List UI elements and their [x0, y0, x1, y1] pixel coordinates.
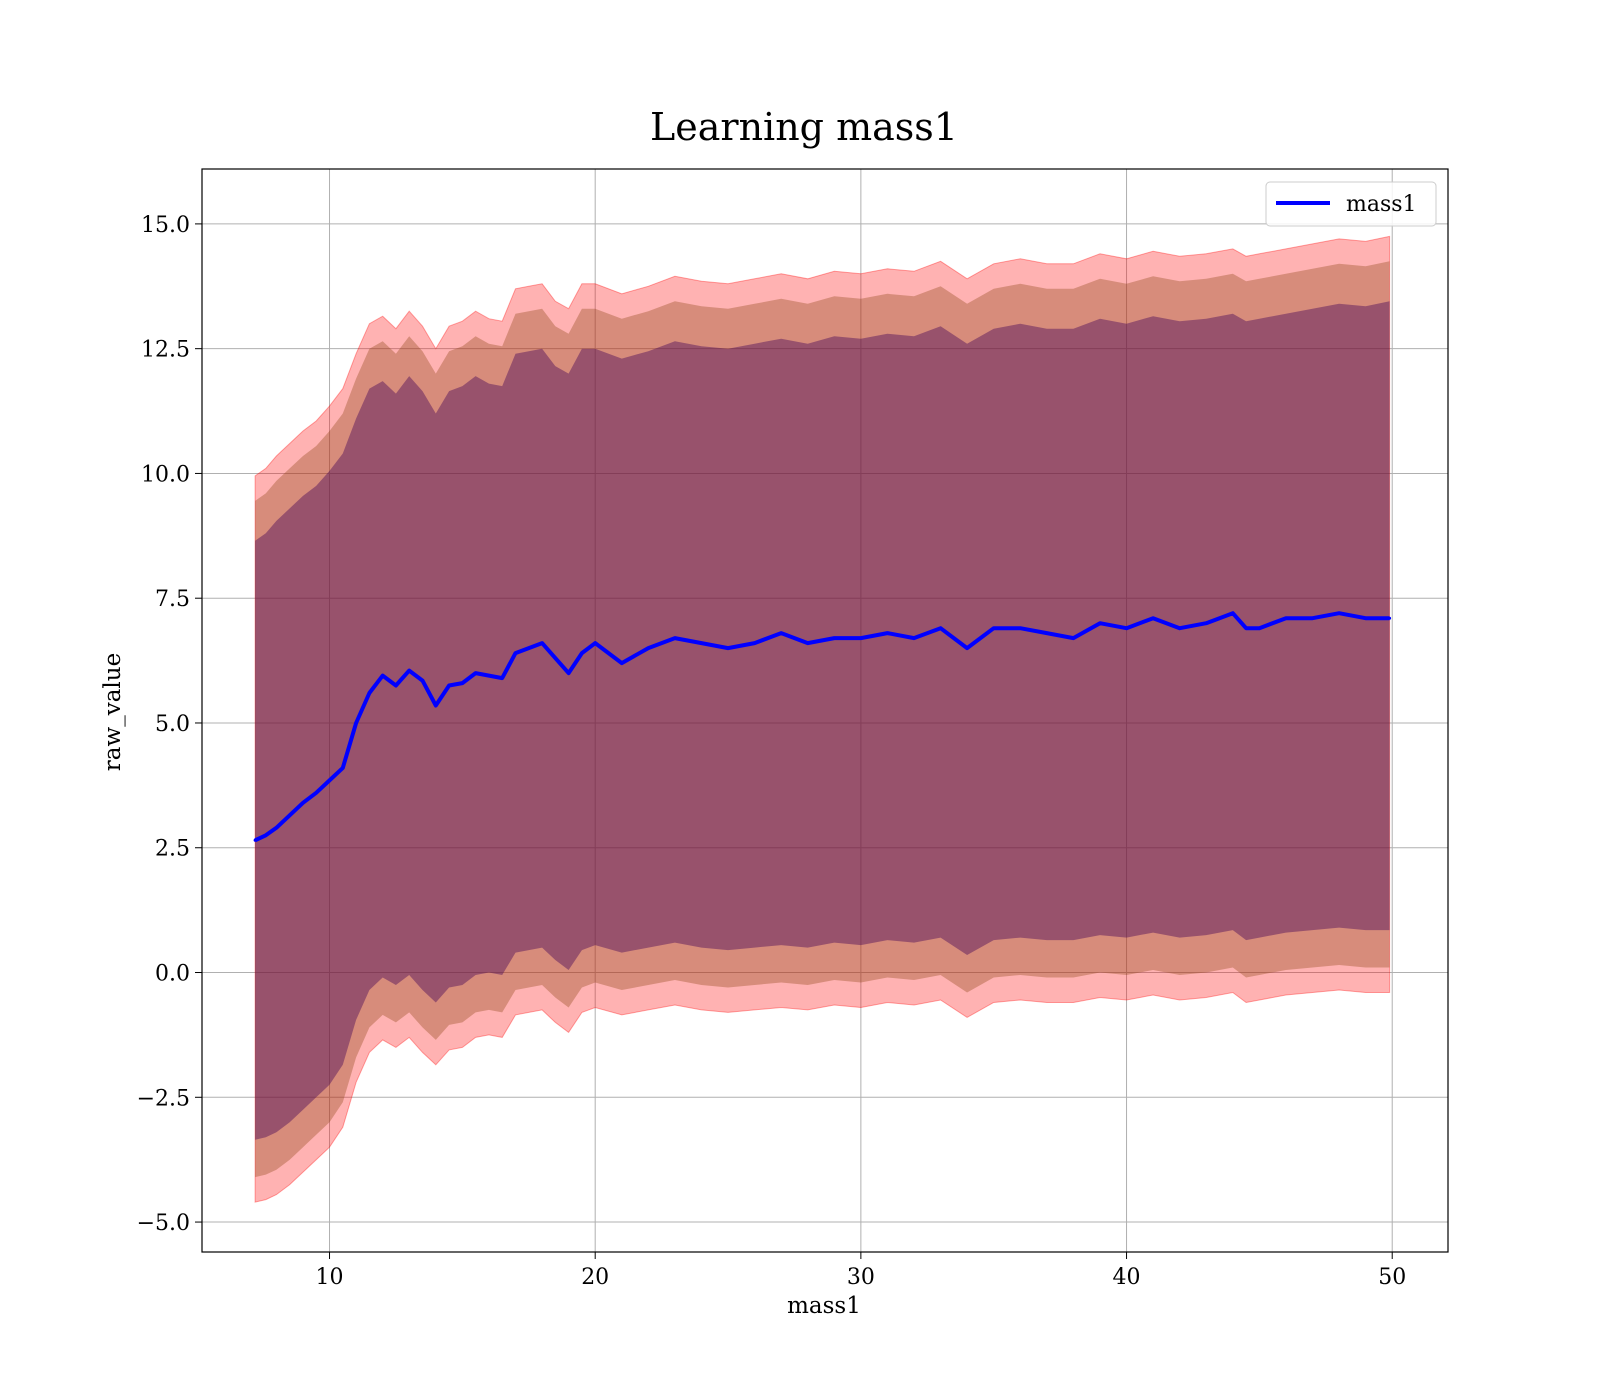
data-point: [567, 671, 571, 675]
data-point: [1045, 631, 1049, 635]
data-point: [253, 838, 257, 842]
data-point: [447, 684, 451, 687]
x-axis-label: mass1: [787, 1293, 861, 1319]
y-tick-label: 7.5: [155, 587, 190, 612]
data-point: [646, 646, 650, 650]
data-point: [394, 684, 398, 687]
band-outer: [254, 235, 1391, 1203]
band-inner: [255, 301, 1390, 1140]
data-point: [434, 704, 438, 707]
y-tick-label: 10.0: [141, 462, 190, 487]
data-point: [540, 641, 544, 645]
data-point: [421, 679, 424, 683]
x-tick-label: 50: [1378, 1265, 1406, 1290]
data-point: [1337, 611, 1341, 615]
x-tick-label: 30: [847, 1265, 875, 1290]
data-point: [700, 641, 703, 645]
data-point: [354, 721, 358, 725]
data-point: [992, 626, 996, 630]
plot-frame: [201, 168, 1449, 1253]
data-point: [620, 661, 624, 665]
data-point: [885, 631, 889, 635]
data-point: [832, 636, 836, 640]
x-tick-label: 40: [1113, 1265, 1141, 1290]
data-point: [341, 766, 345, 770]
data-point: [1388, 616, 1392, 620]
y-tick-label: −2.5: [137, 1086, 190, 1111]
legend-box: [1265, 181, 1437, 227]
data-point: [1231, 611, 1235, 615]
data-point: [1125, 626, 1128, 630]
data-point: [474, 671, 478, 675]
x-axis-ticks: 10 20 30 40 50: [316, 1252, 1406, 1290]
band-middle: [255, 261, 1390, 1178]
grid: [202, 169, 1448, 1252]
data-point: [527, 646, 531, 650]
y-axis-label: raw_value: [100, 653, 126, 771]
data-point: [328, 778, 331, 782]
data-point: [1284, 616, 1288, 620]
data-point: [514, 651, 517, 655]
data-point: [806, 641, 810, 645]
data-point: [965, 646, 969, 650]
data-point: [912, 636, 916, 640]
data-point: [1018, 626, 1022, 630]
legend: mass1: [1265, 181, 1437, 227]
data-point: [1071, 636, 1075, 640]
chart-title: Learning mass1: [650, 105, 958, 149]
data-point: [1244, 626, 1248, 630]
data-point: [580, 651, 584, 655]
data-point: [314, 791, 318, 795]
data-point: [500, 676, 504, 680]
y-tick-label: 15.0: [141, 213, 190, 238]
y-tick-label: 2.5: [155, 837, 190, 862]
data-point: [593, 641, 597, 645]
confidence-bands: [254, 235, 1391, 1203]
x-tick-label: 20: [581, 1265, 609, 1290]
data-point: [673, 636, 677, 640]
data-point: [288, 813, 292, 817]
data-point: [407, 669, 411, 673]
data-point: [367, 691, 371, 695]
data-point: [1151, 616, 1155, 620]
data-point: [1364, 616, 1368, 620]
data-point: [1178, 626, 1182, 630]
y-tick-label: 12.5: [141, 338, 190, 363]
data-point: [859, 636, 863, 640]
data-point: [274, 826, 278, 830]
data-point: [1098, 621, 1102, 625]
data-point: [1311, 616, 1314, 620]
data-point: [487, 674, 491, 678]
data-point: [779, 631, 783, 635]
y-axis-ticks: −5.0 −2.5 0.0 2.5 5.0 7.5 10.0 12.5 15.0: [137, 213, 202, 1236]
data-point: [460, 681, 464, 685]
y-tick-label: 5.0: [155, 712, 190, 737]
series-line-mass1: [254, 611, 1390, 843]
data-point: [753, 641, 757, 645]
data-point: [939, 626, 943, 630]
y-tick-label: −5.0: [137, 1211, 190, 1236]
data-point: [1204, 621, 1208, 625]
legend-label-mass1: mass1: [1346, 192, 1417, 217]
data-point: [726, 646, 730, 650]
series-lines: [253, 611, 1392, 843]
x-tick-label: 10: [316, 1265, 344, 1290]
data-point: [1257, 626, 1261, 630]
data-point: [301, 801, 305, 805]
data-point: [264, 833, 268, 837]
data-point: [553, 656, 557, 660]
data-point: [381, 674, 385, 678]
y-tick-label: 0.0: [155, 962, 190, 987]
